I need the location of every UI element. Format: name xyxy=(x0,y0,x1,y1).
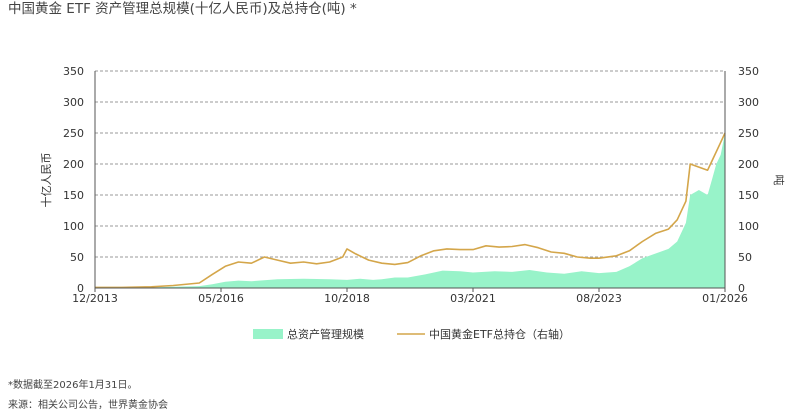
aum-area xyxy=(95,133,725,288)
holdings-line-layer xyxy=(95,132,726,289)
legend: 总资产管理规模 中国黄金ETF总持仓（右轴） xyxy=(253,327,570,341)
holdings-line xyxy=(95,132,726,289)
right-tick-label: 350 xyxy=(738,65,759,78)
x-tick-label: 08/2023 xyxy=(576,292,622,305)
left-tick-label: 0 xyxy=(77,282,84,295)
grid-lines xyxy=(95,70,725,258)
legend-label-holdings: 中国黄金ETF总持仓（右轴） xyxy=(429,327,570,341)
left-tick-label: 250 xyxy=(63,127,84,140)
x-tick-label: 05/2016 xyxy=(198,292,244,305)
left-tick-label: 350 xyxy=(63,65,84,78)
left-axis-ticks: 0 50 100 150 200 250 300 350 xyxy=(63,65,84,295)
left-tick-label: 300 xyxy=(63,96,84,109)
aum-area-layer xyxy=(95,133,725,288)
source-note: 来源：相关公司公告，世界黄金协会 xyxy=(8,400,168,411)
right-tick-label: 50 xyxy=(738,251,752,264)
x-axis-ticks: 12/2013 05/2016 10/2018 03/2021 08/2023 01/20… xyxy=(72,288,748,305)
x-tick-label: 12/2013 xyxy=(72,292,118,305)
axes xyxy=(94,71,726,289)
left-tick-label: 150 xyxy=(63,189,84,202)
right-axis-title: 吨 xyxy=(772,175,785,186)
legend-swatch-aum xyxy=(253,329,283,339)
right-tick-label: 0 xyxy=(738,282,745,295)
right-axis-ticks: 0 50 100 150 200 250 300 350 xyxy=(738,65,759,295)
x-tick-label: 10/2018 xyxy=(324,292,370,305)
right-tick-label: 300 xyxy=(738,96,759,109)
right-tick-label: 150 xyxy=(738,189,759,202)
left-tick-label: 200 xyxy=(63,158,84,171)
chart: 0 50 100 150 200 250 300 350 0 50 100 150 200 250 300… xyxy=(39,65,785,341)
axis-titles: 十亿人民币 吨 xyxy=(39,153,785,208)
legend-label-aum: 总资产管理规模 xyxy=(287,327,364,341)
x-tick-label: 01/2026 xyxy=(702,292,748,305)
left-axis-title: 十亿人民币 xyxy=(39,153,53,208)
right-tick-label: 250 xyxy=(738,127,759,140)
left-tick-label: 100 xyxy=(63,220,84,233)
right-tick-label: 100 xyxy=(738,220,759,233)
chart-title: 中国黄金 ETF 资产管理总规模(十亿人民币)及总持仓(吨) * xyxy=(8,1,357,17)
left-tick-label: 50 xyxy=(70,251,84,264)
footnote: *数据截至2026年1月31日。 xyxy=(8,380,138,391)
right-tick-label: 200 xyxy=(738,158,759,171)
x-tick-label: 03/2021 xyxy=(450,292,496,305)
